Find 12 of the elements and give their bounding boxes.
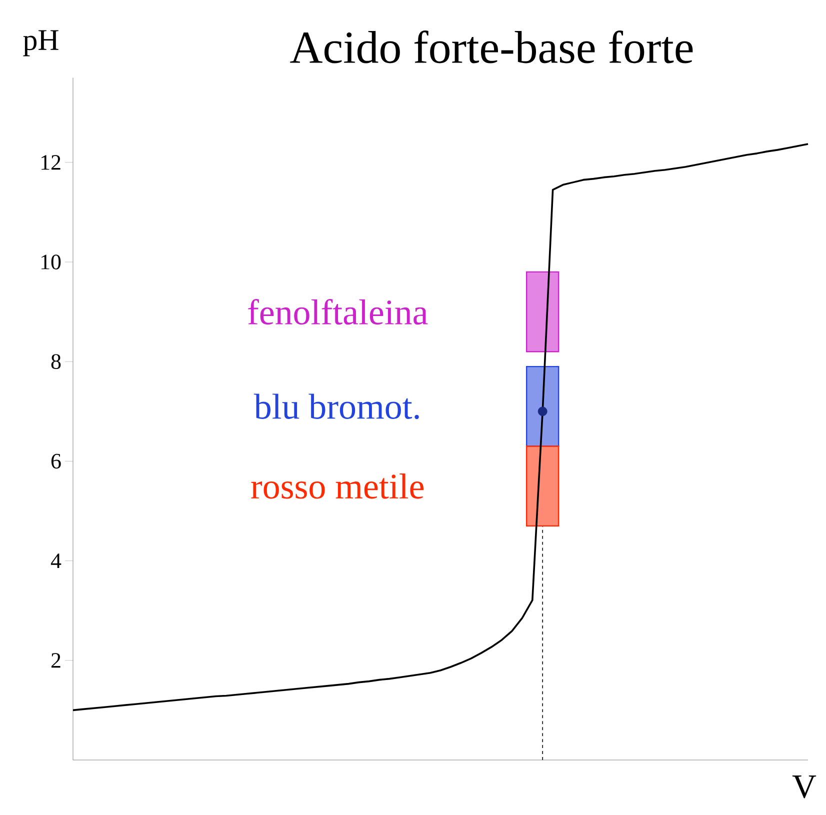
y-tick-label: 12 bbox=[41, 155, 60, 170]
y-tick-label: 2 bbox=[51, 653, 60, 668]
y-tick-label: 4 bbox=[50, 554, 62, 568]
band-label: rosso metile bbox=[251, 473, 424, 499]
band-label: fenolftaleina bbox=[248, 298, 428, 325]
chart-title: Acido forte-base forte bbox=[290, 30, 693, 64]
y-tick-label: 10 bbox=[41, 254, 61, 270]
band-label: blu bromot. bbox=[254, 394, 419, 420]
y-tick-label: 8 bbox=[51, 354, 61, 369]
y-axis-title: pH bbox=[23, 30, 58, 56]
y-tick-label: 6 bbox=[51, 454, 61, 469]
x-axis-title: V bbox=[792, 776, 816, 798]
